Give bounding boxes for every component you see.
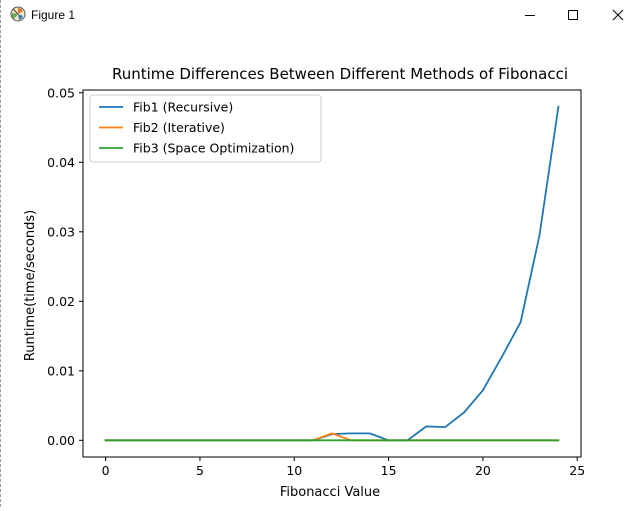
line-chart: Runtime Differences Between Different Me…: [23, 65, 585, 500]
matplotlib-icon: [10, 6, 26, 22]
maximize-button[interactable]: [550, 0, 596, 30]
x-tick-label: 5: [196, 463, 204, 478]
legend-label-1: Fib1 (Recursive): [133, 100, 233, 115]
x-tick-label: 15: [381, 463, 397, 478]
legend-label-3: Fib3 (Space Optimization): [133, 141, 294, 156]
window-title: Figure 1: [31, 8, 76, 22]
legend-label-2: Fib2 (Iterative): [133, 120, 225, 135]
close-icon: [612, 9, 624, 21]
x-axis-label: Fibonacci Value: [280, 485, 380, 500]
y-tick-label: 0.00: [47, 433, 75, 448]
maximize-icon: [568, 10, 578, 20]
minimize-icon: [525, 15, 535, 16]
plot-frame: [82, 89, 582, 458]
y-tick-label: 0.04: [47, 155, 75, 170]
y-axis-label: Runtime(time/seconds): [23, 210, 38, 361]
title-bar[interactable]: Figure 1: [1, 0, 640, 30]
legend-box: [89, 94, 322, 163]
y-tick-label: 0.03: [47, 224, 75, 239]
minimize-button[interactable]: [507, 0, 553, 30]
figure-canvas: Runtime Differences Between Different Me…: [1, 30, 640, 507]
y-tick-label: 0.02: [47, 294, 75, 309]
close-button[interactable]: [595, 0, 640, 30]
y-tick-label: 0.05: [47, 85, 75, 100]
x-tick-label: 25: [569, 463, 585, 478]
chart-title: Runtime Differences Between Different Me…: [112, 65, 568, 83]
x-tick-label: 10: [286, 463, 302, 478]
y-tick-label: 0.01: [47, 363, 75, 378]
x-tick-label: 0: [102, 463, 110, 478]
x-tick-label: 20: [475, 463, 491, 478]
